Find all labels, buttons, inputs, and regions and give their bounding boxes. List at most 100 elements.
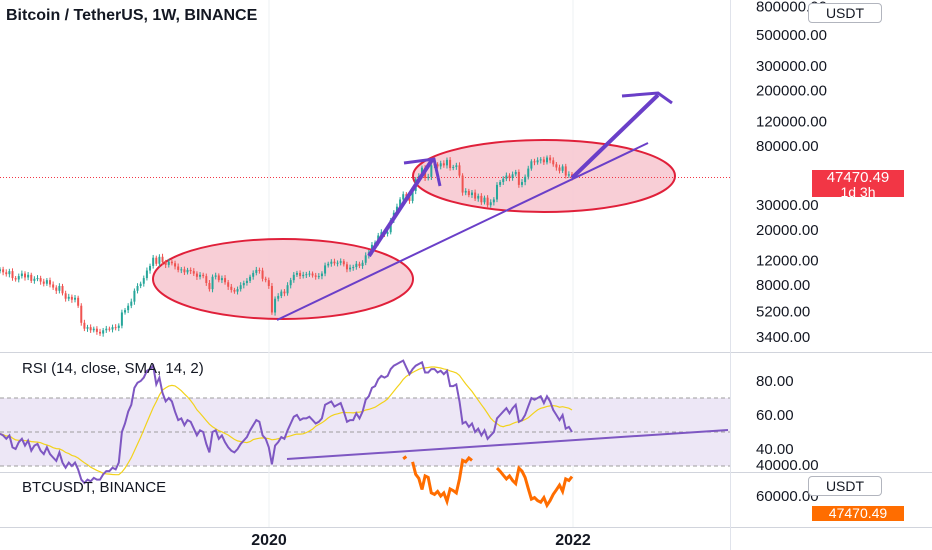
- candle-body: [305, 274, 308, 276]
- support-trendline: [276, 142, 649, 321]
- candle: [33, 276, 36, 284]
- candle: [95, 326, 98, 335]
- price-tick-label: 12000.00: [756, 253, 819, 270]
- candle: [292, 272, 295, 283]
- candle-body: [411, 190, 414, 201]
- price-tick-label: 8000.00: [756, 277, 810, 294]
- candle: [474, 189, 477, 201]
- candle-body: [336, 262, 339, 264]
- candle-body: [480, 195, 483, 203]
- price-pane[interactable]: Bitcoin / TetherUS, 1W, BINANCE: [0, 7, 730, 337]
- candle-body: [255, 269, 258, 273]
- candle: [461, 173, 464, 196]
- candle: [277, 293, 280, 302]
- candle: [158, 254, 161, 267]
- candle-body: [83, 322, 86, 329]
- candle: [167, 258, 170, 268]
- candle: [530, 159, 533, 171]
- candle: [145, 267, 148, 281]
- candle-body: [477, 195, 480, 199]
- candle-body: [545, 157, 548, 163]
- candle: [111, 324, 114, 333]
- candle: [286, 282, 289, 296]
- btcusdt-currency-badge[interactable]: USDT: [808, 476, 882, 496]
- price-tick-label: 200000.00: [756, 82, 827, 99]
- candle-body: [233, 289, 236, 292]
- candle: [180, 267, 183, 274]
- candle: [567, 171, 570, 178]
- candle-body: [130, 301, 133, 306]
- candle: [467, 188, 470, 198]
- candle-body: [327, 263, 330, 266]
- candle: [545, 155, 548, 165]
- candle-body: [192, 271, 195, 274]
- candle-body: [467, 190, 470, 196]
- candle-body: [511, 174, 514, 179]
- candle: [92, 326, 95, 333]
- candle: [114, 324, 117, 331]
- candle-body: [449, 159, 452, 169]
- candle: [558, 164, 561, 174]
- candle-body: [177, 266, 180, 270]
- candle: [339, 258, 342, 266]
- candle-body: [2, 269, 5, 273]
- last-price-tag: 47470.49 1d 3h: [812, 170, 904, 200]
- rsi-pane[interactable]: RSI (14, close, SMA, 14, 2): [0, 359, 730, 485]
- price-tick-label: 120000.00: [756, 113, 827, 130]
- candle: [299, 270, 302, 280]
- candle-body: [49, 280, 52, 285]
- candle-body: [283, 291, 286, 294]
- candle: [427, 173, 430, 181]
- candle-body: [527, 168, 530, 177]
- candle-body: [64, 293, 67, 299]
- candle: [0, 267, 1, 274]
- btcusdt-axis[interactable]: 60000.00 40000.00: [756, 457, 819, 505]
- btcusdt-line: [402, 455, 574, 509]
- candle: [549, 154, 552, 164]
- candle-body: [317, 276, 320, 278]
- candle: [324, 262, 327, 277]
- candle: [442, 160, 445, 168]
- candle: [333, 258, 336, 266]
- candle-body: [195, 273, 198, 277]
- candle: [230, 283, 233, 293]
- impulse-arrow-line: [367, 158, 434, 258]
- candle-body: [483, 197, 486, 203]
- candle: [439, 160, 442, 170]
- candle: [464, 188, 467, 196]
- candle-body: [30, 274, 33, 281]
- candle-body: [536, 160, 539, 163]
- rsi-axis[interactable]: 80.00 60.00 40.00: [756, 373, 794, 458]
- candle: [552, 157, 555, 167]
- candle-body: [45, 280, 48, 284]
- price-tick-label: 3400.00: [756, 329, 810, 346]
- candle: [561, 164, 564, 173]
- btcusdt-pane[interactable]: BTCUSDT, BINANCE: [22, 455, 574, 509]
- last-price-countdown: 1d 3h: [840, 184, 876, 200]
- time-axis[interactable]: 2020 2022: [251, 532, 591, 549]
- candle: [477, 193, 480, 202]
- candle: [205, 273, 208, 286]
- rsi-trendline: [286, 429, 729, 460]
- candle-body: [27, 274, 30, 278]
- candle: [320, 271, 323, 280]
- candle-body: [149, 265, 152, 271]
- candle: [455, 162, 458, 170]
- candle: [211, 274, 214, 293]
- candle-body: [80, 305, 83, 323]
- candle-body: [127, 305, 130, 311]
- candle: [183, 266, 186, 275]
- candle-body: [386, 232, 389, 234]
- candle-body: [145, 270, 148, 279]
- candle: [64, 290, 67, 302]
- candle: [242, 280, 245, 289]
- candle: [30, 272, 33, 284]
- candle-body: [292, 274, 295, 281]
- candle: [136, 283, 139, 294]
- candle-body: [439, 163, 442, 167]
- candle-body: [170, 261, 173, 264]
- currency-badge[interactable]: USDT: [808, 3, 882, 23]
- candle-body: [455, 165, 458, 167]
- price-axis[interactable]: 800000.00500000.00300000.00200000.001200…: [756, 0, 827, 346]
